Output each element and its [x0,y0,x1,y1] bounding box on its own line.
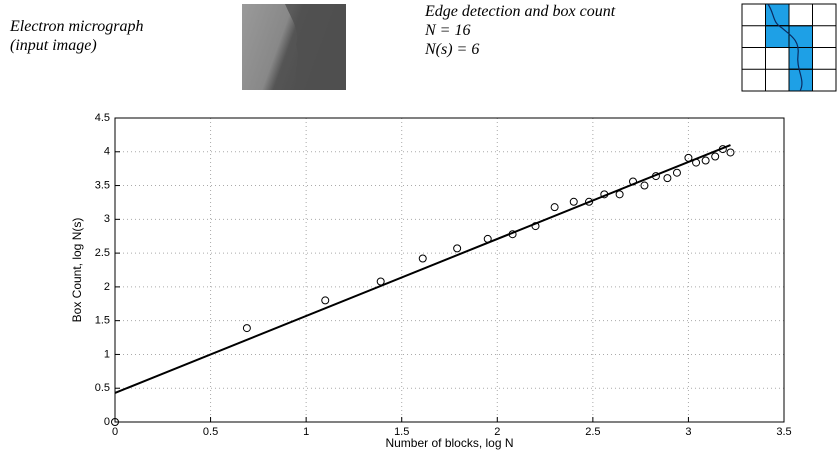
y-tick-label: 2 [104,281,110,293]
data-point [628,177,637,186]
right-caption: Edge detection and box count [424,3,616,20]
y-tick-label: 1 [104,348,110,360]
x-tick-label: 0.5 [203,426,218,438]
x-tick-label: 3.5 [776,426,791,438]
fit-line [114,144,731,394]
y-tick-label: 2.5 [95,247,110,259]
box-grid [741,3,837,92]
data-point [718,145,727,154]
x-tick-label: 0 [112,426,118,438]
x-axis-label: Number of blocks, log N [385,436,513,450]
data-point [321,296,330,305]
data-point [242,324,251,333]
y-tick-label: 3.5 [95,179,110,191]
data-point [701,156,710,165]
data-point [453,244,462,253]
data-point [711,152,720,161]
x-tick-label: 1.5 [394,426,409,438]
y-tick-label: 0.5 [95,382,110,394]
data-point [651,172,660,181]
data-point [508,230,517,239]
x-tick-label: 2.5 [585,426,600,438]
axes-frame [114,117,785,423]
data-point [531,222,540,231]
data-point [376,277,385,286]
y-tick-label: 3 [104,213,110,225]
data-point [600,190,609,199]
data-point [483,234,492,243]
data-point [111,418,119,426]
right-caption: N(s) = 6 [424,41,479,58]
x-tick-label: 2 [494,426,500,438]
data-point [663,174,672,183]
y-tick-label: 1.5 [95,315,110,327]
y-tick-label: 4.5 [95,112,110,124]
data-point [684,153,693,162]
data-point [550,203,559,212]
data-point [615,190,624,199]
right-caption: N = 16 [424,22,470,39]
y-axis-label: Box Count, log N(s) [70,218,84,323]
y-tick-label: 4 [104,146,110,158]
x-tick-label: 1 [303,426,309,438]
left-caption: (input image) [10,37,97,54]
micrograph-image [242,4,346,90]
x-tick-label: 3 [685,426,691,438]
data-point [640,181,649,190]
left-caption: Electron micrograph [9,18,143,35]
data-point [569,197,578,206]
plot: 0 0.5 1 1.5 2 2.5 3 3.5 4 4.5 0 0.5 1 1.5 2 2.5 3 3.5 Numb… [70,112,792,450]
data-point [692,158,701,167]
data-point [585,197,594,206]
data-point [672,168,681,177]
data-point [418,254,427,263]
y-tick-label: 0 [104,416,110,428]
data-point [726,148,735,157]
